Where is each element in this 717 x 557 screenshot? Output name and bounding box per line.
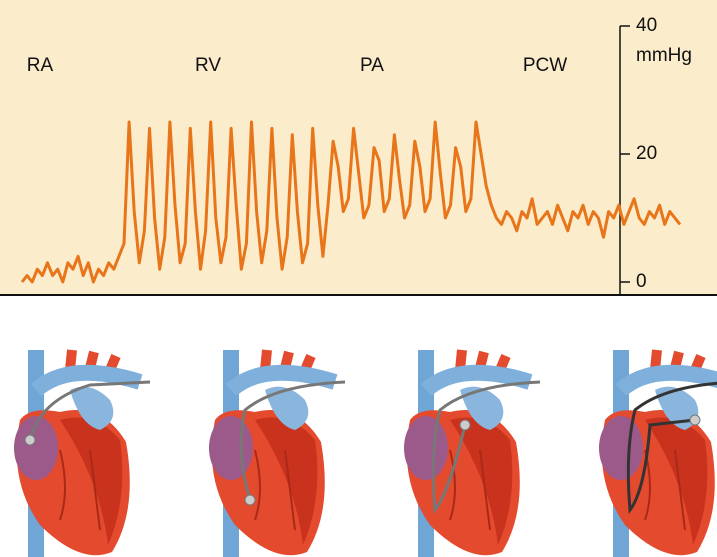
y-tick-label: 20 xyxy=(636,143,657,164)
heart-ra xyxy=(14,350,151,557)
heart-pcw xyxy=(599,350,717,557)
chart-background xyxy=(0,0,717,295)
heart-pa xyxy=(404,350,541,557)
y-tick-label: 0 xyxy=(636,271,647,292)
region-label: RA xyxy=(27,55,54,76)
y-tick-label: 40 xyxy=(636,15,657,36)
region-label: PA xyxy=(360,55,384,76)
hearts xyxy=(14,350,717,557)
region-label: RV xyxy=(195,55,221,76)
region-label: PCW xyxy=(523,55,567,76)
y-unit: mmHg xyxy=(636,45,692,66)
pressure-trace xyxy=(20,120,682,284)
heart-rv xyxy=(209,350,346,557)
